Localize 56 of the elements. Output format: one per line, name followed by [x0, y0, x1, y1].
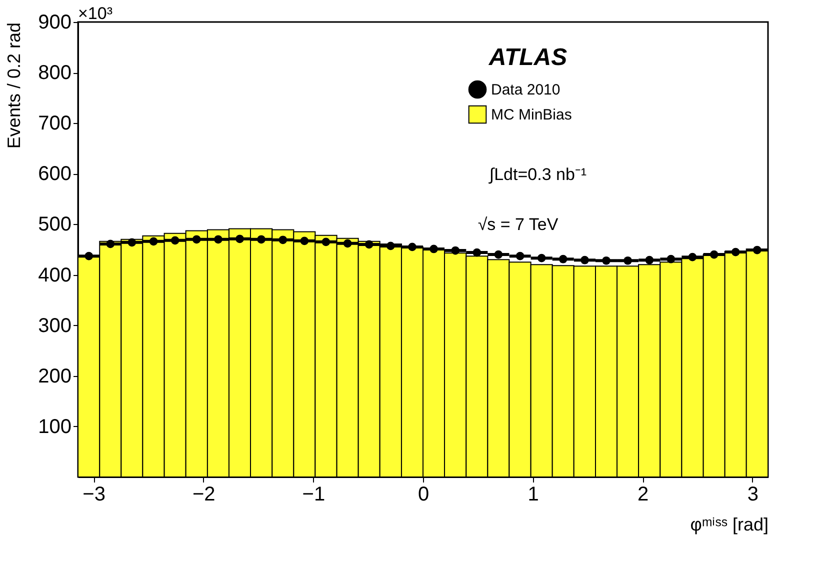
point [580, 256, 589, 264]
point [645, 256, 654, 264]
point [624, 256, 632, 265]
y-tick-label: 600 [38, 163, 72, 186]
point [430, 244, 438, 254]
legend-label: Data 2010 [491, 82, 560, 98]
y-tick-label: 500 [38, 214, 72, 236]
point [170, 236, 180, 245]
x-tick-label: −1 [302, 484, 326, 506]
x-tick-label: −2 [192, 484, 216, 506]
point [236, 234, 244, 244]
point [278, 236, 288, 244]
point [300, 236, 309, 246]
point [192, 235, 201, 244]
x-tick-label: −3 [82, 484, 106, 506]
point [602, 256, 610, 265]
point [688, 252, 697, 262]
y-tick-label: 300 [38, 314, 72, 337]
y-tick-label: 100 [38, 416, 72, 438]
point [149, 237, 158, 246]
point [128, 238, 136, 247]
point [322, 238, 330, 246]
x-tick-label: 3 [747, 484, 758, 506]
point [408, 242, 416, 252]
point [257, 235, 266, 244]
point [710, 250, 718, 259]
annotation: ×10³ [78, 4, 113, 23]
point [364, 240, 374, 249]
annotation: ATLAS [488, 44, 568, 71]
point [106, 240, 115, 248]
y-tick-label: 800 [38, 62, 72, 84]
y-tick-label: 900 [38, 12, 72, 34]
y-tick-label: 700 [38, 112, 72, 135]
point [516, 252, 524, 260]
y-tick-label: 400 [38, 264, 72, 286]
point [84, 252, 94, 260]
point [451, 246, 460, 255]
x-axis-title: φᵐⁱˢˢ [rad] [690, 514, 768, 534]
point [494, 250, 503, 259]
y-tick-label: 200 [38, 365, 72, 388]
y-axis-title: Events / 0.2 rad [4, 22, 24, 149]
x-tick-label: 0 [418, 484, 430, 506]
point [558, 254, 568, 264]
point [386, 242, 395, 250]
point [472, 248, 482, 257]
point [731, 248, 740, 256]
x-tick-label: 2 [638, 484, 649, 506]
point [666, 254, 676, 264]
point [214, 235, 222, 244]
point [752, 246, 762, 254]
legend-label: MC MinBias [491, 106, 572, 124]
point [537, 254, 546, 262]
x-tick-label: 1 [528, 484, 539, 506]
annotation: √s = 7 TeV [478, 215, 559, 234]
annotation: ∫Ldt=0.3 nb⁻¹ [488, 165, 587, 184]
point [343, 239, 352, 248]
